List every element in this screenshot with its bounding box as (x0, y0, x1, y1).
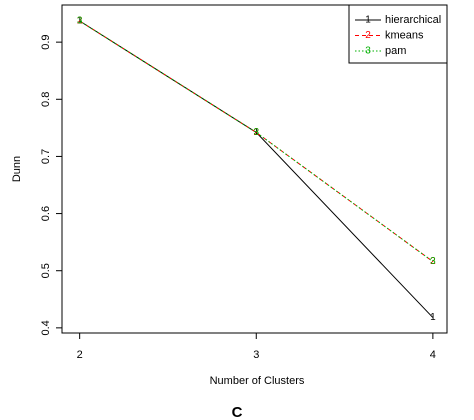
point-marker: 2 (77, 16, 83, 27)
y-tick-label: 0.4 (40, 320, 52, 335)
y-tick-label: 0.5 (40, 263, 52, 278)
caption: C (232, 404, 243, 420)
point-marker: 2 (253, 127, 259, 138)
point-marker: 3 (253, 127, 259, 138)
point-marker: 3 (430, 256, 436, 267)
legend-marker: 3 (365, 46, 371, 57)
legend-label: kmeans (385, 29, 424, 41)
point-marker: 1 (253, 127, 259, 138)
x-tick-label: 4 (430, 349, 436, 361)
y-tick-label: 0.6 (40, 206, 52, 221)
series-line (79, 20, 434, 262)
x-axis-label: Number of Clusters (210, 375, 305, 387)
plot-frame (61, 4, 448, 334)
y-axis-label: Dunn (11, 156, 23, 182)
legend-marker: 1 (365, 15, 371, 26)
legend-marker: 2 (365, 30, 371, 41)
x-tick-label: 2 (77, 349, 83, 361)
y-tick-label: 0.9 (40, 34, 52, 49)
point-marker: 1 (430, 312, 436, 323)
point-marker: 1 (77, 16, 83, 27)
series-line (79, 20, 434, 318)
legend-label: pam (385, 45, 406, 57)
point-marker: 2 (430, 256, 436, 267)
y-tick-label: 0.8 (40, 92, 52, 107)
x-tick-label: 3 (253, 349, 259, 361)
legend-box (348, 4, 448, 64)
point-marker: 3 (77, 16, 83, 27)
legend-label: hierarchical (385, 14, 441, 26)
y-tick-label: 0.7 (40, 149, 52, 164)
